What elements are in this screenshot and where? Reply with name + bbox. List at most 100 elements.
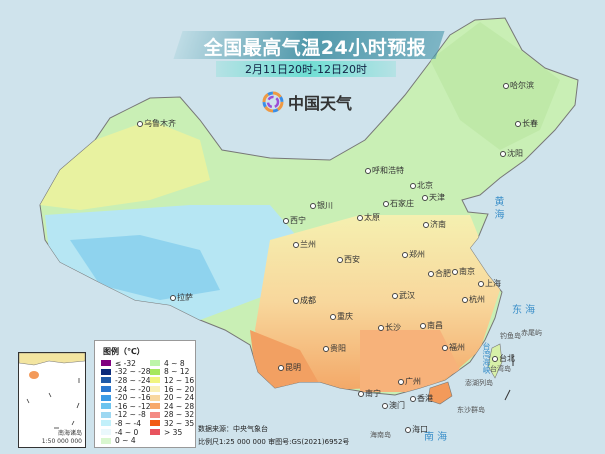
legend-item: -16 ~ -12 [101, 402, 151, 411]
legend-swatch [101, 377, 111, 384]
legend-swatch [150, 411, 160, 418]
pinwheel-logo-icon [262, 91, 284, 113]
legend-swatch [150, 386, 160, 393]
city-label: 长春 [515, 118, 538, 129]
island-label-penghu: 澎湖列岛 [465, 379, 493, 387]
legend-label: -24 ~ -20 [115, 384, 151, 394]
legend-item: -32 ~ -28 [101, 367, 151, 377]
city-label: 太原 [357, 212, 380, 223]
city-label: 重庆 [330, 311, 353, 322]
legend-label: 20 ~ 24 [164, 393, 195, 403]
city-label: 上海 [478, 278, 501, 289]
legend-label: -12 ~ -8 [115, 410, 146, 420]
island-label-dongsha: 东沙群岛 [457, 406, 485, 414]
city-label: 成都 [293, 295, 316, 306]
legend-label: 24 ~ 28 [164, 401, 195, 411]
city-label: 济南 [423, 219, 446, 230]
inset-label: 南海诸岛 [57, 430, 82, 437]
subtitle-banner [216, 61, 396, 77]
legend-item: ≤ -32 [101, 359, 151, 368]
legend-label: 28 ~ 32 [164, 410, 195, 420]
city-label: 长沙 [378, 322, 401, 333]
city-label: 福州 [442, 342, 465, 353]
legend-swatch [150, 360, 160, 367]
legend-swatch [101, 429, 111, 436]
city-label: 武汉 [392, 290, 415, 301]
legend-swatch [101, 420, 111, 427]
city-label: 海口 [405, 424, 428, 435]
data-source: 数据来源：中央气象台 [198, 425, 268, 433]
legend-item: -12 ~ -8 [101, 410, 151, 420]
island-label-hainan: 海南岛 [370, 431, 391, 439]
city-label: 南京 [452, 266, 475, 277]
legend-swatch [150, 377, 160, 384]
legend-swatch [101, 437, 111, 444]
city-label: 北京 [410, 180, 433, 191]
island-label-chiwei: 赤尾屿 [521, 329, 542, 337]
legend-label: -32 ~ -28 [115, 367, 151, 377]
legend-swatch [150, 394, 160, 401]
city-label: 拉萨 [170, 292, 193, 303]
legend-swatch [150, 420, 160, 427]
legend-item: 20 ~ 24 [150, 393, 194, 402]
legend-swatch [150, 429, 160, 436]
legend-label: > 35 [164, 427, 183, 437]
legend-swatch [101, 368, 111, 375]
legend-label: -28 ~ -24 [115, 375, 151, 385]
south-china-sea-inset: 南海诸岛 1:50 000 000 [18, 352, 86, 448]
legend-swatch [150, 368, 160, 375]
legend-item: 28 ~ 32 [150, 410, 195, 420]
city-label: 南昌 [420, 320, 443, 331]
legend-item: -4 ~ 0 [101, 428, 151, 437]
city-label: 石家庄 [383, 198, 414, 209]
legend-item: -24 ~ -20 [101, 385, 151, 394]
city-label: 澳门 [382, 400, 405, 411]
legend-label: -8 ~ -4 [115, 418, 142, 428]
legend-item: 12 ~ 16 [150, 376, 194, 385]
city-label: 台北 [492, 353, 515, 364]
city-label: 天津 [422, 192, 445, 203]
city-label: 香港 [410, 393, 433, 404]
legend-item: > 35 [150, 428, 194, 437]
sea-label-taiwan-strait: 台湾海峡 [482, 342, 491, 374]
logo-text: 中国天气 [288, 94, 353, 113]
legend: 图例（℃） ≤ -32 -32 ~ -28 -28 ~ -24 -24 ~ -20 -2… [94, 340, 196, 448]
sea-label-nanhai: 南 海 [424, 432, 448, 443]
legend-label: 16 ~ 20 [164, 384, 195, 394]
city-label: 杭州 [462, 294, 485, 305]
legend-item: 24 ~ 28 [150, 402, 194, 411]
city-label: 南宁 [358, 388, 381, 399]
city-label: 合肥 [428, 268, 451, 279]
legend-label: 8 ~ 12 [164, 367, 190, 377]
legend-swatch [101, 386, 111, 393]
legend-item: -8 ~ -4 [101, 419, 151, 428]
inset-map [19, 353, 85, 429]
legend-title: 图例（℃） [103, 347, 145, 356]
legend-item: -28 ~ -24 [101, 376, 151, 385]
scale-and-approval: 比例尺1:25 000 000 审图号:GS(2021)6952号 [198, 438, 350, 446]
map-title: 全国最高气温24小时预报 [203, 37, 427, 59]
legend-label: 12 ~ 16 [164, 375, 195, 385]
city-label: 银川 [310, 200, 333, 211]
city-label: 西宁 [283, 215, 306, 226]
legend-item: 4 ~ 8 [150, 359, 194, 368]
legend-label: 32 ~ 35 [164, 418, 195, 428]
legend-swatch [101, 411, 111, 418]
legend-swatch [101, 403, 111, 410]
city-label: 贵阳 [323, 343, 346, 354]
legend-item: -20 ~ -16 [101, 393, 151, 402]
city-label: 兰州 [293, 239, 316, 250]
legend-label: ≤ -32 [115, 358, 136, 368]
city-label: 西安 [337, 254, 360, 265]
map-subtitle: 2月11日20时-12日20时 [245, 63, 367, 76]
city-label: 沈阳 [500, 148, 523, 159]
sea-label-huanghai: 黄 海 [492, 196, 503, 220]
legend-item: 16 ~ 20 [150, 385, 194, 394]
legend-label: 4 ~ 8 [164, 358, 185, 368]
island-label-diaoyu: 钓鱼岛 [500, 332, 521, 340]
legend-item: 8 ~ 12 [150, 367, 194, 377]
city-label: 哈尔滨 [503, 80, 534, 91]
city-label: 广州 [398, 376, 421, 387]
legend-label: -20 ~ -16 [115, 393, 151, 403]
